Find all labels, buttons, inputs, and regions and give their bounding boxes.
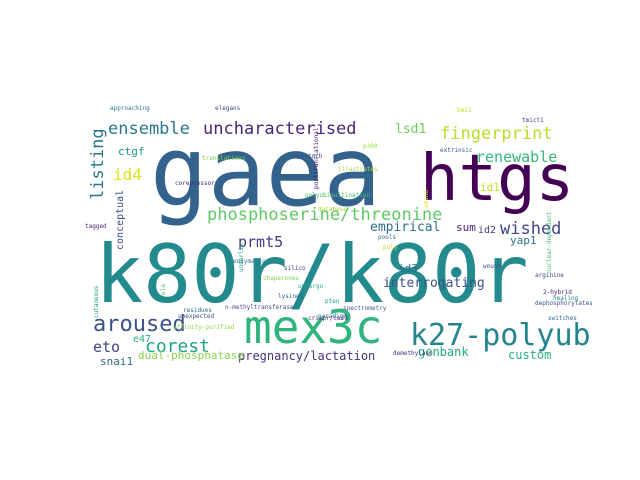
cloud-word: ctgf xyxy=(118,145,145,158)
cloud-word: elegans xyxy=(215,105,241,112)
cloud-word: genbank xyxy=(418,345,469,359)
cloud-word: spectrometry xyxy=(343,305,387,312)
cloud-word: ela xyxy=(160,284,167,295)
cloud-word: corest xyxy=(145,336,210,357)
cloud-word: translations xyxy=(202,155,246,162)
cloud-word: gaea xyxy=(150,116,381,228)
cloud-word: id2 xyxy=(478,225,496,236)
cloud-word: unexpected xyxy=(178,313,215,320)
cloud-word: pools xyxy=(378,234,396,241)
cloud-word: demethylase xyxy=(393,350,433,357)
cloud-word: nuclear-dependent xyxy=(546,211,553,273)
cloud-word: uncharacterised xyxy=(203,119,357,139)
cloud-word: switches xyxy=(548,315,577,322)
cloud-word: sum xyxy=(456,221,476,234)
cloud-word: p300 xyxy=(363,143,378,150)
cloud-word: tmict1 xyxy=(522,117,544,124)
cloud-word: wound xyxy=(483,263,501,270)
cloud-word: yap1 xyxy=(510,234,537,247)
cloud-word: healing xyxy=(553,295,579,302)
cloud-word: pten xyxy=(325,298,340,305)
cloud-word: renewable xyxy=(476,148,557,166)
cloud-word: k80r/k80r xyxy=(95,228,528,321)
cloud-word: amino xyxy=(423,190,430,208)
cloud-word: dephosphorylates xyxy=(535,300,593,307)
cloud-word: mex3c xyxy=(244,300,382,354)
cloud-word: phosphoserine/threonine xyxy=(207,205,442,225)
cloud-word: ensemble xyxy=(108,119,190,139)
cloud-word: interrogating xyxy=(383,276,485,291)
cloud-word: prmt5 xyxy=(238,233,283,251)
cloud-word: listing xyxy=(88,128,108,200)
cloud-word: snai1 xyxy=(100,355,133,368)
cloud-word: cutaneous xyxy=(93,285,100,318)
cloud-word: wished xyxy=(500,219,561,239)
cloud-word: enzymatic xyxy=(233,258,266,265)
cloud-word: chaperones xyxy=(263,275,300,282)
cloud-word: dual-phosphatase xyxy=(138,349,244,362)
cloud-word: crispr/cas9 xyxy=(308,315,348,322)
cloud-word: silico xyxy=(284,265,306,272)
cloud-word: undergo xyxy=(298,283,324,290)
cloud-word: illustrates xyxy=(338,166,378,173)
cloud-word: paradigm xyxy=(318,313,347,320)
cloud-word: lysines xyxy=(278,293,304,300)
cloud-word: residues xyxy=(183,307,212,314)
cloud-word: id4 xyxy=(113,165,142,184)
cloud-word: k27-polyub xyxy=(410,318,591,353)
cloud-word: posttranslational xyxy=(313,127,320,189)
cloud-word: aroused xyxy=(93,312,186,337)
cloud-word: corepressor xyxy=(175,180,215,187)
cloud-word: lsd1 xyxy=(395,122,426,137)
cloud-word: custom xyxy=(508,348,551,362)
cloud-word: conceptual xyxy=(115,190,126,250)
cloud-word: poly xyxy=(383,244,398,251)
cloud-word: perturb xyxy=(297,153,323,160)
cloud-word: n-methyltransferase xyxy=(225,304,294,311)
cloud-word: approaching xyxy=(110,105,150,112)
cloud-word: extrinsic xyxy=(440,147,473,154)
cloud-word: 2-hybrid xyxy=(543,289,572,296)
cloud-word: eto xyxy=(93,338,120,356)
cloud-word: fingerprint xyxy=(440,124,553,144)
cloud-word: database xyxy=(318,206,347,213)
cloud-word: id1 xyxy=(480,181,500,194)
cloud-word: empirical xyxy=(370,220,440,235)
cloud-word: e47 xyxy=(133,334,151,345)
cloud-word: underlie xyxy=(238,243,245,272)
cloud-word: arginine xyxy=(535,272,564,279)
cloud-word: htgs xyxy=(420,142,574,216)
cloud-word: bmi1 xyxy=(457,107,472,114)
cloud-word: id3 xyxy=(398,262,418,275)
cloud-word: pregnancy/lactation xyxy=(238,349,375,363)
cloud-word: polyubiquitination xyxy=(305,192,370,199)
cloud-word: affinity-purified xyxy=(173,324,235,331)
cloud-word: tagged xyxy=(85,223,107,230)
